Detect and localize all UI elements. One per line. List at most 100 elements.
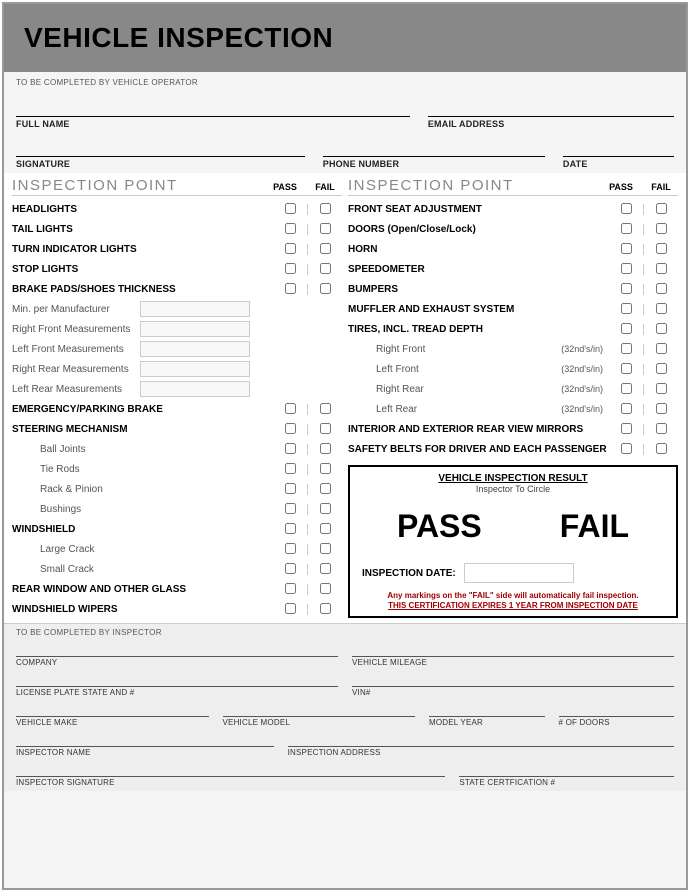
date-field[interactable]: DATE [563,143,674,169]
pass-checkbox[interactable] [285,483,296,494]
pass-checkbox[interactable] [285,603,296,614]
pass-label: PASS [268,182,302,192]
pass-checkbox[interactable] [621,283,632,294]
pass-checkbox[interactable] [621,343,632,354]
company-field[interactable]: COMPANY [16,647,338,667]
pass-checkbox[interactable] [285,583,296,594]
measurement-input[interactable] [140,361,250,377]
fail-checkbox[interactable] [656,423,667,434]
inspection-label: EMERGENCY/PARKING BRAKE [12,404,273,415]
pass-checkbox[interactable] [621,223,632,234]
pass-checkbox[interactable] [621,243,632,254]
fail-checkbox[interactable] [656,303,667,314]
year-field[interactable]: MODEL YEAR [429,707,545,727]
pass-checkbox[interactable] [621,403,632,414]
fail-checkbox[interactable] [656,283,667,294]
inspection-label: TURN INDICATOR LIGHTS [12,244,273,255]
col-title-left: INSPECTION POINT [12,177,268,194]
pass-checkbox[interactable] [285,203,296,214]
pass-checkbox[interactable] [621,363,632,374]
measurement-label: Left Front Measurements [12,344,140,355]
pass-checkbox[interactable] [285,283,296,294]
result-fail[interactable]: FAIL [560,508,629,545]
result-subtitle: Inspector To Circle [358,484,668,494]
pass-checkbox[interactable] [285,503,296,514]
phone-field[interactable]: PHONE NUMBER [323,143,545,169]
inspector-name-field[interactable]: INSPECTOR NAME [16,737,274,757]
inspection-row: STOP LIGHTS [12,259,342,279]
state-cert-field[interactable]: STATE CERTFICATION # [459,767,674,787]
fail-checkbox[interactable] [320,223,331,234]
fail-checkbox[interactable] [320,503,331,514]
pass-checkbox[interactable] [285,543,296,554]
fail-checkbox[interactable] [320,243,331,254]
fail-checkbox[interactable] [656,403,667,414]
fail-checkbox[interactable] [656,323,667,334]
inspection-label: SAFETY BELTS FOR DRIVER AND EACH PASSENG… [348,444,609,455]
pass-checkbox[interactable] [621,263,632,274]
fail-checkbox[interactable] [656,363,667,374]
fail-checkbox[interactable] [656,223,667,234]
inspection-label: Tie Rods [12,464,273,475]
pass-label: PASS [604,182,638,192]
pass-checkbox[interactable] [285,263,296,274]
inspector-signature-field[interactable]: INSPECTOR SIGNATURE [16,767,445,787]
email-field[interactable]: EMAIL ADDRESS [428,103,674,129]
fail-checkbox[interactable] [320,283,331,294]
result-pass[interactable]: PASS [397,508,482,545]
measurement-input[interactable] [140,321,250,337]
pass-checkbox[interactable] [285,443,296,454]
fail-checkbox[interactable] [320,443,331,454]
pass-checkbox[interactable] [285,423,296,434]
fail-checkbox[interactable] [320,203,331,214]
full-name-field[interactable]: FULL NAME [16,103,410,129]
fail-checkbox[interactable] [320,463,331,474]
fail-checkbox[interactable] [320,583,331,594]
fail-checkbox[interactable] [656,443,667,454]
pass-checkbox[interactable] [621,303,632,314]
fail-checkbox[interactable] [656,203,667,214]
fail-checkbox[interactable] [320,423,331,434]
inspection-row: HORN [348,239,678,259]
inspection-date-input[interactable] [464,563,574,583]
pass-checkbox[interactable] [285,463,296,474]
plate-field[interactable]: LICENSE PLATE STATE AND # [16,677,338,697]
fail-checkbox[interactable] [656,383,667,394]
make-field[interactable]: VEHICLE MAKE [16,707,209,727]
inspection-row: HEADLIGHTS [12,199,342,219]
pass-checkbox[interactable] [621,323,632,334]
pass-checkbox[interactable] [285,403,296,414]
measurement-input[interactable] [140,341,250,357]
pass-checkbox[interactable] [621,443,632,454]
fail-checkbox[interactable] [320,483,331,494]
vin-field[interactable]: VIN# [352,677,674,697]
inspection-address-field[interactable]: INSPECTION ADDRESS [288,737,674,757]
fail-checkbox[interactable] [656,263,667,274]
mileage-field[interactable]: VEHICLE MILEAGE [352,647,674,667]
pass-checkbox[interactable] [285,223,296,234]
fail-checkbox[interactable] [656,343,667,354]
fail-checkbox[interactable] [320,563,331,574]
signature-field[interactable]: SIGNATURE [16,143,305,169]
fail-checkbox[interactable] [320,603,331,614]
operator-note: TO BE COMPLETED BY VEHICLE OPERATOR [4,72,686,89]
pass-checkbox[interactable] [621,203,632,214]
model-field[interactable]: VEHICLE MODEL [223,707,416,727]
inspection-area: INSPECTION POINT PASS FAIL HEADLIGHTSTAI… [4,173,686,623]
fail-checkbox[interactable] [320,543,331,554]
inspection-label: FRONT SEAT ADJUSTMENT [348,204,609,215]
pass-checkbox[interactable] [285,243,296,254]
pass-checkbox[interactable] [621,423,632,434]
measurement-row: Left Front Measurements [12,339,342,359]
fail-checkbox[interactable] [320,263,331,274]
doors-field[interactable]: # OF DOORS [559,707,675,727]
pass-checkbox[interactable] [285,523,296,534]
fail-checkbox[interactable] [320,403,331,414]
fail-checkbox[interactable] [656,243,667,254]
inspection-row: Ball Joints [12,439,342,459]
fail-checkbox[interactable] [320,523,331,534]
measurement-input[interactable] [140,301,250,317]
pass-checkbox[interactable] [621,383,632,394]
pass-checkbox[interactable] [285,563,296,574]
measurement-input[interactable] [140,381,250,397]
